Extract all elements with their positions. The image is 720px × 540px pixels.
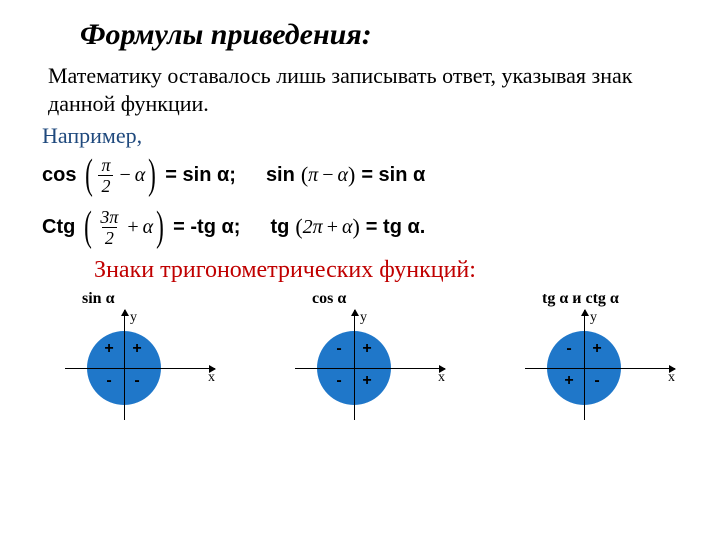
paren-open: ( [301,162,308,188]
x-axis [65,368,215,369]
sign-q2: - [562,340,576,358]
diagram-cos: cos α y x + - - + [290,290,460,420]
paren-close: ) [145,153,159,197]
alpha: α [143,216,154,239]
paren-open: ( [82,153,96,197]
sign-q4: - [130,372,144,390]
x-axis-label: x [668,370,675,386]
paren-close: ) [153,205,167,249]
diagram-label: tg α и ctg α [542,290,690,308]
unit-circle: y x + + - - [60,310,220,420]
y-axis [124,310,125,420]
operator: − [322,164,333,187]
sign-q1: + [130,340,144,358]
y-axis [354,310,355,420]
page-title: Формулы приведения: [80,18,690,52]
paren-open: ( [81,205,95,249]
fraction-num: 3π [97,208,121,227]
x-axis-label: x [438,370,445,386]
fraction-den: 2 [102,227,117,247]
rhs: = sin α [361,164,425,187]
example-label: Например, [42,123,690,149]
paren-open: ( [295,214,302,240]
alpha: α [342,216,353,239]
diagram-sin: sin α y x + + - - [60,290,230,420]
inner-expr: 2π + α [303,216,353,239]
func-sin: sin [266,164,295,187]
fraction: π 2 [98,156,113,195]
operator: − [120,164,131,187]
y-axis [584,310,585,420]
equation-row-1: cos ( π 2 − α ) = sin α; sin ( π − α ) =… [42,153,690,197]
fraction-den: 2 [98,175,113,195]
y-axis-label: y [360,310,367,326]
alpha: α [135,164,146,187]
func-tg: tg [270,216,289,239]
inner-expr: 3π 2 + α [95,208,153,247]
equation-row-2: Ctg ( 3π 2 + α ) = -tg α; tg ( 2π + α ) … [42,205,690,249]
operator: + [327,216,338,239]
diagram-label: cos α [312,290,460,308]
sign-q4: + [360,372,374,390]
sign-q3: - [102,372,116,390]
sign-q3: + [562,372,576,390]
sign-q1: + [590,340,604,358]
pi: π [308,164,318,187]
rhs: = -tg α; [173,216,240,239]
sign-q3: - [332,372,346,390]
rhs: = tg α. [366,216,426,239]
diagrams-row: sin α y x + + - - cos α y x + [60,290,690,420]
lead-text: Математику оставалось лишь записывать от… [48,62,690,117]
sign-q2: - [332,340,346,358]
diagram-tg-ctg: tg α и ctg α y x + - + - [520,290,690,420]
page: Формулы приведения: Математику оставалос… [0,0,720,540]
fraction: 3π 2 [97,208,121,247]
y-axis-label: y [130,310,137,326]
alpha: α [337,164,348,187]
y-axis-label: y [590,310,597,326]
paren-close: ) [352,214,359,240]
inner-expr: π − α [308,164,348,187]
x-axis [295,368,445,369]
diagram-label: sin α [82,290,230,308]
operator: + [127,216,138,239]
sign-q4: - [590,372,604,390]
fraction-num: π [98,156,113,175]
func-ctg: Ctg [42,216,75,239]
unit-circle: y x + - - + [290,310,450,420]
two-pi: 2π [303,216,323,239]
func-cos: cos [42,164,76,187]
x-axis-label: x [208,370,215,386]
x-axis [525,368,675,369]
signs-title: Знаки тригонометрических функций: [40,257,530,284]
paren-close: ) [348,162,355,188]
rhs: = sin α; [165,164,236,187]
inner-expr: π 2 − α [96,156,145,195]
sign-q2: + [102,340,116,358]
sign-q1: + [360,340,374,358]
unit-circle: y x + - + - [520,310,680,420]
